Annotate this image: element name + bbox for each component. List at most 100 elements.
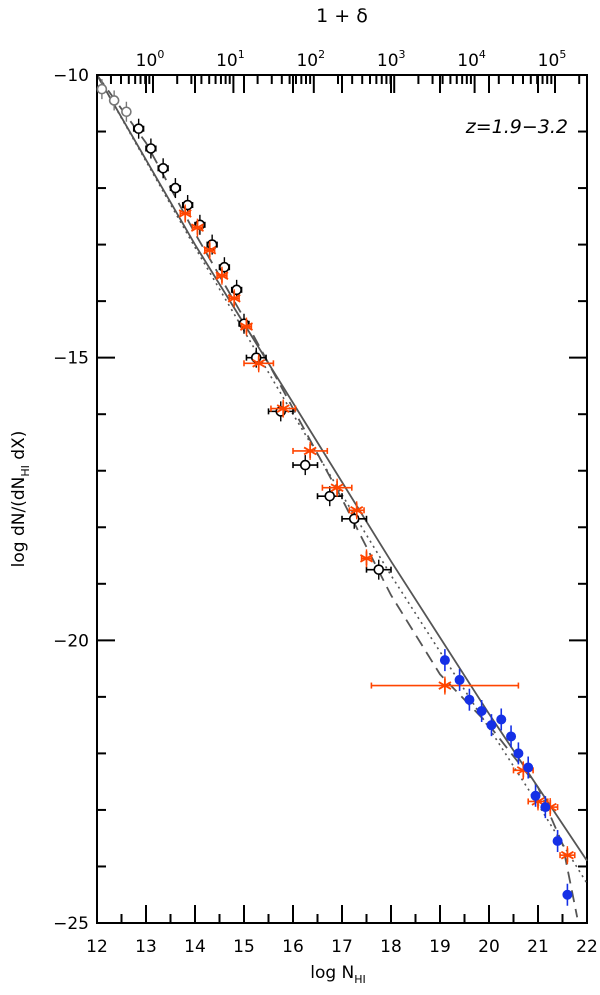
star-stroke	[252, 359, 266, 368]
data-point-star	[239, 317, 253, 336]
x-axis-label-sub: HI	[354, 973, 366, 986]
circle-marker	[170, 182, 181, 194]
redshift-annotation: z=1.9−3.2	[465, 116, 568, 138]
data-point-circle	[365, 559, 392, 580]
dot-marker	[464, 694, 475, 705]
data-point-circle	[96, 79, 108, 100]
top-tick-exponent: 2	[318, 48, 325, 61]
data-point-dot	[486, 714, 497, 737]
data-point-dot	[562, 883, 573, 906]
x-tick-label: 12	[86, 937, 108, 957]
star-stroke	[359, 554, 374, 563]
star-stroke	[178, 209, 192, 218]
circle-marker	[324, 490, 336, 502]
top-tick-base: 10	[296, 51, 318, 71]
x-tick-label: 14	[184, 937, 206, 957]
top-tick-base: 10	[538, 51, 560, 71]
data-point-dot	[523, 756, 534, 779]
circle-marker	[108, 95, 120, 106]
dot-marker	[439, 655, 450, 666]
star-stroke	[203, 245, 217, 255]
star-stroke	[303, 446, 317, 456]
data-point-star	[270, 399, 297, 418]
x-axis-label-main: log N	[310, 963, 354, 983]
top-tick-exponent: 5	[559, 48, 566, 61]
y-axis-label-tail: dX)	[9, 431, 29, 465]
x-axis-label: log NHI	[310, 963, 366, 986]
circle-marker	[157, 162, 169, 174]
star-stroke	[330, 483, 344, 492]
x-tick-label: 19	[429, 937, 451, 957]
top-tick-label: 104	[457, 48, 486, 71]
y-tick-label: −10	[53, 66, 89, 86]
model-line-dotted	[96, 74, 588, 884]
top-tick-exponent: 4	[479, 48, 486, 61]
data-point-circle	[292, 455, 319, 476]
data-points	[96, 79, 576, 906]
data-point-star	[243, 354, 275, 373]
data-point-star	[348, 501, 365, 520]
x-tick-label: 17	[331, 937, 353, 957]
dot-marker	[523, 762, 534, 773]
top-tick-exponent: 3	[399, 48, 406, 61]
dot-marker	[506, 731, 517, 742]
y-axis-label-main: log dN/(dN	[9, 477, 29, 568]
data-point-star	[321, 478, 353, 497]
data-point-circle	[132, 118, 145, 139]
dot-marker	[540, 802, 551, 813]
data-point-star	[178, 204, 192, 223]
top-tick-exponent: 0	[157, 48, 164, 61]
star-stroke	[350, 506, 364, 515]
top-tick-base: 10	[216, 51, 238, 71]
star-stroke	[215, 271, 229, 280]
dot-marker	[513, 748, 524, 759]
data-point-circle	[245, 347, 267, 368]
data-point-circle	[121, 101, 132, 122]
star-stroke	[516, 766, 530, 775]
dot-marker	[476, 706, 487, 716]
top-tick-label: 101	[216, 48, 245, 71]
x-tick-label: 18	[380, 937, 402, 957]
data-point-dot	[464, 688, 475, 711]
top-tick-label: 103	[377, 48, 406, 71]
data-point-dot	[530, 784, 541, 807]
data-point-star	[370, 676, 520, 695]
data-point-dot	[552, 830, 563, 853]
data-point-star	[227, 289, 241, 308]
data-point-circle	[108, 90, 120, 111]
y-tick-label: −25	[53, 914, 89, 934]
x-tick-label: 21	[527, 937, 549, 957]
top-axis-label: 1 + δ	[316, 5, 368, 27]
circle-marker	[121, 106, 132, 118]
x-tick-label: 16	[282, 937, 304, 957]
top-tick-label: 100	[136, 48, 165, 71]
data-point-dot	[476, 700, 487, 722]
top-tick-base: 10	[377, 51, 399, 71]
top-tick-base: 10	[457, 51, 479, 71]
data-point-circle	[316, 486, 343, 507]
star-stroke	[438, 681, 452, 690]
circle-marker	[96, 83, 108, 95]
x-tick-label: 22	[576, 937, 598, 957]
star-stroke	[239, 322, 253, 331]
y-axis-label-sub: HI	[19, 465, 32, 477]
data-point-star	[359, 549, 374, 568]
dot-marker	[552, 836, 563, 847]
data-point-star	[559, 846, 576, 865]
circle-marker	[133, 123, 144, 135]
data-point-circle	[145, 138, 157, 159]
circle-marker	[145, 143, 157, 154]
top-tick-label: 105	[538, 48, 567, 71]
x-tick-label: 20	[478, 937, 500, 957]
y-tick-label: −20	[53, 631, 89, 651]
data-point-dot	[454, 668, 465, 691]
data-point-circle	[157, 158, 169, 179]
x-tick-label: 13	[135, 937, 157, 957]
model-line-solid	[96, 74, 588, 862]
data-point-star	[203, 241, 217, 260]
data-point-star	[292, 441, 329, 460]
dot-marker	[486, 720, 497, 731]
data-point-dot	[513, 742, 524, 765]
